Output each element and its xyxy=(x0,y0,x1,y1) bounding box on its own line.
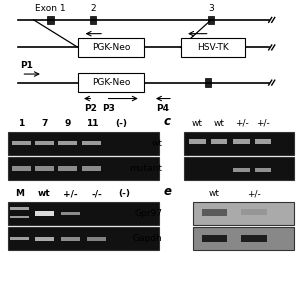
Bar xyxy=(12,166,31,171)
Text: (-): (-) xyxy=(118,189,130,198)
Text: +/-: +/- xyxy=(235,119,248,128)
Text: wt: wt xyxy=(38,189,51,198)
Bar xyxy=(10,237,29,241)
Text: wt: wt xyxy=(151,139,162,147)
Bar xyxy=(233,168,250,172)
Text: P3: P3 xyxy=(102,104,115,113)
Bar xyxy=(241,235,267,242)
Text: PGK-Neo: PGK-Neo xyxy=(92,43,130,52)
Bar xyxy=(241,209,267,215)
Bar xyxy=(202,235,227,242)
Text: M: M xyxy=(15,189,24,198)
Text: c: c xyxy=(164,115,171,128)
Text: 11: 11 xyxy=(86,119,98,128)
Text: PGK-Neo: PGK-Neo xyxy=(92,78,130,87)
Bar xyxy=(255,140,271,144)
Bar xyxy=(193,202,294,225)
Text: Exon 1: Exon 1 xyxy=(35,4,66,13)
Bar xyxy=(8,227,159,250)
Text: -/-: -/- xyxy=(91,189,102,198)
Bar xyxy=(35,166,54,171)
Text: +/-: +/- xyxy=(247,189,261,198)
Bar xyxy=(87,237,106,241)
Bar xyxy=(10,215,29,218)
Bar xyxy=(61,237,80,241)
Text: P4: P4 xyxy=(156,104,169,113)
Bar xyxy=(82,141,101,145)
Bar xyxy=(58,166,77,171)
Text: Gpr97: Gpr97 xyxy=(134,209,162,218)
Text: +/-: +/- xyxy=(256,119,270,128)
Bar xyxy=(181,38,245,57)
Bar xyxy=(255,168,271,172)
Bar xyxy=(35,237,54,241)
Bar xyxy=(90,16,96,24)
Bar xyxy=(12,141,31,145)
Text: 2: 2 xyxy=(91,4,96,13)
Bar xyxy=(35,141,54,145)
Bar xyxy=(82,166,101,171)
Bar xyxy=(233,140,250,144)
Bar xyxy=(78,73,144,92)
Text: 3: 3 xyxy=(208,4,214,13)
Text: +/-: +/- xyxy=(63,189,78,198)
Bar xyxy=(78,38,144,57)
Bar xyxy=(205,78,211,87)
Bar xyxy=(184,132,294,155)
Text: 9: 9 xyxy=(64,119,70,128)
Bar xyxy=(10,207,29,210)
Text: P2: P2 xyxy=(84,104,97,113)
Text: (-): (-) xyxy=(115,119,127,128)
Text: wt: wt xyxy=(213,119,224,128)
Bar xyxy=(208,16,214,24)
Bar xyxy=(8,132,159,155)
Text: Gapdh: Gapdh xyxy=(132,234,162,243)
Text: 1: 1 xyxy=(18,119,24,128)
Bar xyxy=(202,209,227,216)
Bar xyxy=(58,141,77,145)
Bar xyxy=(8,157,159,180)
Text: wt: wt xyxy=(192,119,203,128)
Bar xyxy=(184,157,294,180)
Text: e: e xyxy=(164,185,172,198)
Text: wt: wt xyxy=(209,189,220,198)
Bar xyxy=(47,16,54,24)
Bar xyxy=(189,140,206,144)
Bar xyxy=(211,140,227,144)
Bar xyxy=(35,211,54,216)
Text: 7: 7 xyxy=(41,119,47,128)
Bar xyxy=(8,202,159,225)
Bar xyxy=(193,227,294,250)
Text: P1: P1 xyxy=(20,62,33,70)
Text: mutant: mutant xyxy=(129,164,162,173)
Text: HSV-TK: HSV-TK xyxy=(197,43,229,52)
Bar xyxy=(61,212,80,215)
